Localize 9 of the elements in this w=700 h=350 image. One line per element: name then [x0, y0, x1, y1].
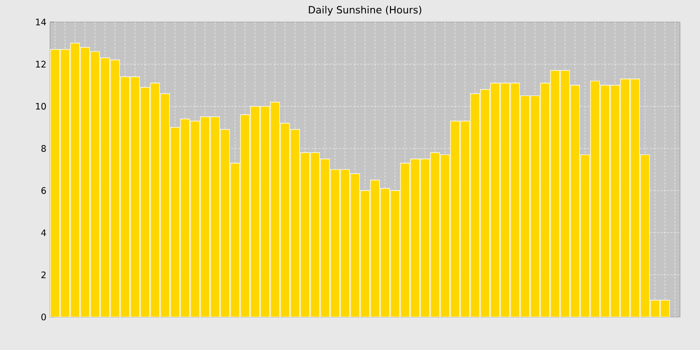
y-tick-label: 8: [41, 145, 46, 152]
y-tick-label: 2: [41, 272, 46, 278]
y-tick-label: 6: [41, 187, 46, 194]
y-tick-label: 14: [36, 18, 46, 26]
chart-title: Daily Sunshine (Hours): [308, 6, 422, 16]
y-tick-label: 10: [36, 102, 46, 110]
y-tick-label: 12: [36, 60, 46, 68]
y-tick-label: 4: [41, 229, 46, 236]
y-tick-label: 0: [41, 314, 46, 320]
